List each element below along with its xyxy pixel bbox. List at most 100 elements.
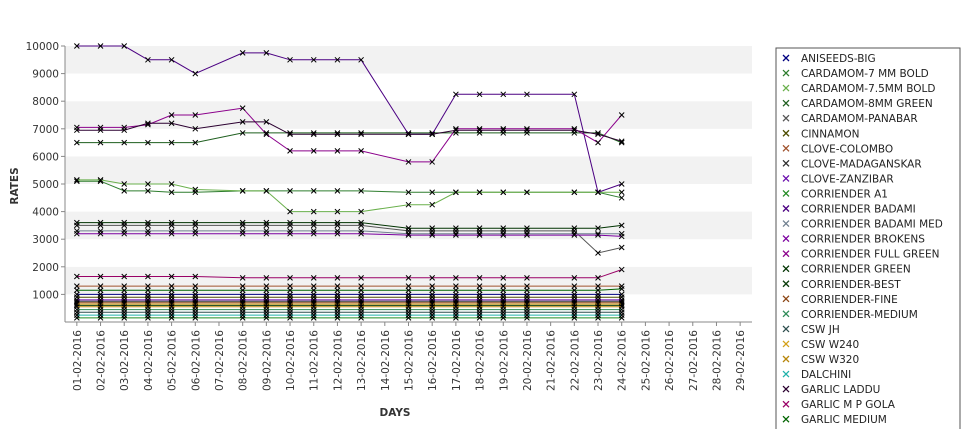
x-tick-label: 12-02-2016 [332, 330, 344, 391]
data-point [405, 232, 412, 238]
data-point [334, 283, 341, 289]
x-axis-ticks: 01-02-2016 02-02-2016 03-02-2016 04-02-2016… [72, 322, 747, 391]
data-point [121, 230, 128, 237]
data-point [192, 273, 199, 280]
data-point [524, 127, 530, 134]
data-point [310, 131, 317, 138]
data-point [145, 287, 151, 294]
data-point [168, 312, 175, 318]
legend-item: CORRIENDER BROKENS [782, 234, 925, 246]
legend-marker [782, 355, 790, 363]
data-point [239, 188, 246, 194]
data-point [239, 230, 246, 237]
data-point [358, 274, 364, 281]
data-point [310, 219, 317, 226]
legend-item: CSW W320 [782, 354, 859, 366]
series-22 [73, 119, 625, 145]
data-point [192, 125, 199, 132]
grid-band [65, 184, 752, 212]
data-point [334, 188, 341, 194]
data-point [595, 283, 601, 289]
data-point [429, 303, 436, 310]
data-point [192, 283, 199, 289]
data-point [405, 225, 412, 232]
data-point [429, 232, 436, 238]
data-point [145, 139, 151, 146]
data-point [310, 230, 317, 237]
data-point [405, 283, 412, 289]
series-23 [73, 266, 625, 281]
legend-item: CORRIENDER FULL GREEN [782, 249, 939, 261]
data-point [263, 287, 270, 294]
data-point [263, 230, 270, 237]
data-point [239, 303, 246, 310]
data-point [429, 312, 436, 318]
data-point [500, 189, 507, 196]
legend-marker [782, 189, 790, 197]
grid-band [65, 73, 752, 102]
legend-label: CLOVE-COLOMBO [801, 143, 893, 155]
data-point [97, 283, 104, 289]
data-point [287, 148, 293, 154]
data-point [405, 201, 412, 208]
data-point [97, 312, 104, 318]
y-tick-label: 7000 [32, 124, 59, 136]
x-tick-label: 18-02-2016 [475, 330, 487, 391]
legend-label: GARLIC MEDIUM [801, 414, 887, 426]
data-point [263, 219, 270, 226]
data-point [192, 312, 199, 318]
series-24 [73, 286, 625, 294]
grid-band [65, 46, 752, 74]
data-point [334, 303, 341, 310]
legend-marker [782, 159, 790, 167]
x-tick-label: 04-02-2016 [143, 330, 155, 391]
series-6 [73, 283, 625, 289]
series-20 [73, 303, 625, 310]
data-point [287, 208, 293, 215]
legend-label: CORRIENDER BADAMI [801, 204, 916, 216]
data-point [121, 188, 128, 194]
series-12 [73, 230, 625, 240]
data-point [334, 219, 341, 226]
data-point [595, 232, 601, 238]
data-point [334, 274, 341, 281]
data-point [287, 188, 293, 194]
data-point [429, 287, 436, 294]
data-point [571, 91, 578, 98]
data-point [476, 274, 483, 281]
x-tick-label: 17-02-2016 [451, 330, 463, 391]
data-point [287, 219, 293, 226]
data-point [595, 274, 601, 281]
y-axis-title: RATES [9, 167, 21, 204]
data-point [334, 56, 341, 63]
data-point [145, 181, 151, 187]
y-tick-label: 1000 [32, 289, 59, 301]
legend-marker [782, 84, 790, 92]
data-point [168, 273, 175, 280]
data-point [73, 219, 80, 226]
data-point [476, 283, 483, 289]
legend-marker [782, 99, 790, 107]
data-point [500, 287, 507, 294]
data-point [453, 274, 459, 281]
data-point [168, 303, 175, 310]
data-point [358, 131, 364, 138]
data-point [453, 91, 459, 98]
data-point [334, 287, 341, 294]
data-point [595, 312, 601, 318]
data-point [263, 312, 270, 318]
legend-item: CSW W240 [782, 339, 859, 351]
x-tick-label: 24-02-2016 [617, 330, 629, 391]
data-point [524, 91, 530, 98]
data-point [358, 208, 364, 215]
data-point [595, 250, 601, 256]
data-point [192, 70, 199, 77]
data-point [73, 230, 80, 237]
legend-marker [782, 144, 790, 152]
y-tick-label: 3000 [32, 234, 59, 246]
data-point [263, 274, 270, 281]
data-point [476, 303, 483, 310]
data-point [73, 287, 80, 294]
x-tick-label: 10-02-2016 [285, 330, 297, 391]
y-axis-ticks: 10000 9000 8000 7000 6000 5000 4000 3000 2000 100… [26, 41, 65, 301]
